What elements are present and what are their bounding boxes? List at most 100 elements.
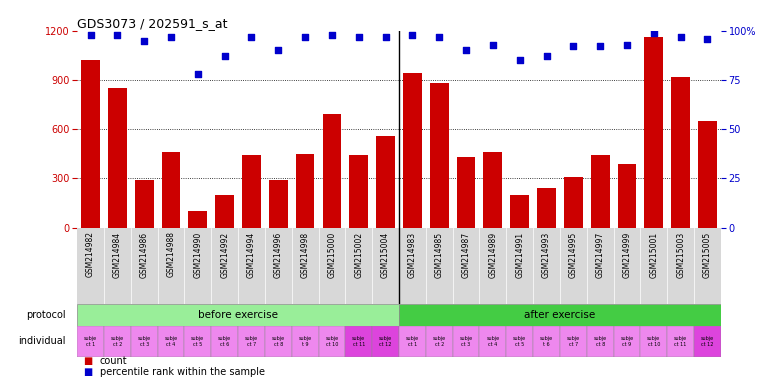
Bar [77, 326, 104, 357]
Bar [507, 326, 533, 357]
Text: GSM215005: GSM215005 [703, 232, 712, 278]
Text: subje
t 6: subje t 6 [540, 336, 553, 346]
Text: GSM214990: GSM214990 [194, 232, 202, 278]
Bar [399, 304, 721, 326]
Text: subje
ct 5: subje ct 5 [513, 336, 527, 346]
Bar [399, 326, 426, 357]
Bar [184, 326, 211, 357]
Text: subje
ct 12: subje ct 12 [701, 336, 714, 346]
Text: GSM214994: GSM214994 [247, 232, 256, 278]
Point [138, 38, 150, 44]
Point [218, 53, 231, 60]
Bar [618, 164, 636, 228]
Bar [510, 195, 529, 228]
Point [513, 57, 526, 63]
Bar [560, 326, 587, 357]
Text: subje
ct 2: subje ct 2 [111, 336, 124, 346]
Point [299, 33, 311, 40]
Bar [453, 326, 480, 357]
Bar [81, 60, 100, 228]
Bar [157, 326, 184, 357]
Text: subje
ct 2: subje ct 2 [433, 336, 446, 346]
Text: subje
ct 4: subje ct 4 [164, 336, 177, 346]
Text: GSM214988: GSM214988 [167, 232, 176, 277]
Text: GSM214987: GSM214987 [462, 232, 470, 278]
Text: subje
ct 10: subje ct 10 [648, 336, 661, 346]
Bar [480, 326, 507, 357]
Text: GSM214998: GSM214998 [301, 232, 310, 278]
Bar [430, 83, 449, 228]
Text: count: count [99, 356, 127, 366]
Point [192, 71, 204, 77]
Text: GSM214997: GSM214997 [596, 232, 604, 278]
Point [540, 53, 553, 60]
Text: subje
ct 11: subje ct 11 [674, 336, 687, 346]
Bar [483, 152, 502, 228]
Text: GSM214993: GSM214993 [542, 232, 551, 278]
Text: GSM214985: GSM214985 [435, 232, 444, 278]
Text: subje
ct 8: subje ct 8 [271, 336, 284, 346]
Text: subje
ct 9: subje ct 9 [621, 336, 634, 346]
Bar [269, 180, 288, 228]
Text: percentile rank within the sample: percentile rank within the sample [99, 367, 264, 377]
Bar [645, 37, 663, 228]
Text: subje
ct 3: subje ct 3 [137, 336, 150, 346]
Text: after exercise: after exercise [524, 310, 595, 320]
Bar [104, 326, 131, 357]
Text: subje
ct 1: subje ct 1 [406, 336, 419, 346]
Bar [694, 326, 721, 357]
Point [594, 43, 606, 50]
Text: GSM214992: GSM214992 [221, 232, 229, 278]
Point [379, 33, 392, 40]
Bar [698, 121, 717, 228]
Text: subje
ct 10: subje ct 10 [325, 336, 338, 346]
Text: individual: individual [19, 336, 66, 346]
Text: GDS3073 / 202591_s_at: GDS3073 / 202591_s_at [77, 17, 227, 30]
Bar [162, 152, 180, 228]
Point [648, 30, 660, 36]
Point [272, 47, 284, 53]
Text: protocol: protocol [26, 310, 66, 320]
Point [326, 31, 338, 38]
Bar [349, 156, 368, 228]
Text: before exercise: before exercise [198, 310, 278, 320]
Point [245, 33, 258, 40]
Bar [614, 326, 641, 357]
Bar [564, 177, 583, 228]
Text: subje
ct 1: subje ct 1 [84, 336, 97, 346]
Text: subje
ct 4: subje ct 4 [487, 336, 500, 346]
Point [433, 33, 446, 40]
Point [487, 41, 499, 48]
Bar [77, 304, 399, 326]
Bar [591, 156, 610, 228]
Text: GSM214991: GSM214991 [515, 232, 524, 278]
Text: GSM214996: GSM214996 [274, 232, 283, 278]
Bar [242, 156, 261, 228]
Text: GSM214982: GSM214982 [86, 232, 95, 277]
Bar [372, 326, 399, 357]
Text: subje
ct 7: subje ct 7 [567, 336, 580, 346]
Text: subje
ct 12: subje ct 12 [379, 336, 392, 346]
Text: GSM215001: GSM215001 [649, 232, 658, 278]
Bar [296, 154, 315, 228]
Point [675, 33, 687, 40]
Text: GSM215003: GSM215003 [676, 232, 685, 278]
Bar [376, 136, 395, 228]
Bar [403, 73, 422, 228]
Bar [537, 188, 556, 228]
Text: GSM215000: GSM215000 [328, 232, 336, 278]
Bar [533, 326, 560, 357]
Text: subje
ct 11: subje ct 11 [352, 336, 365, 346]
Text: subje
ct 6: subje ct 6 [218, 336, 231, 346]
Text: GSM214995: GSM214995 [569, 232, 577, 278]
Text: GSM215004: GSM215004 [381, 232, 390, 278]
Text: ■: ■ [83, 367, 93, 377]
Text: GSM214983: GSM214983 [408, 232, 417, 278]
Text: subje
ct 5: subje ct 5 [191, 336, 204, 346]
Bar [265, 326, 291, 357]
Bar [587, 326, 614, 357]
Bar [238, 326, 265, 357]
Bar [135, 180, 153, 228]
Text: subje
ct 7: subje ct 7 [245, 336, 258, 346]
Bar [456, 157, 476, 228]
